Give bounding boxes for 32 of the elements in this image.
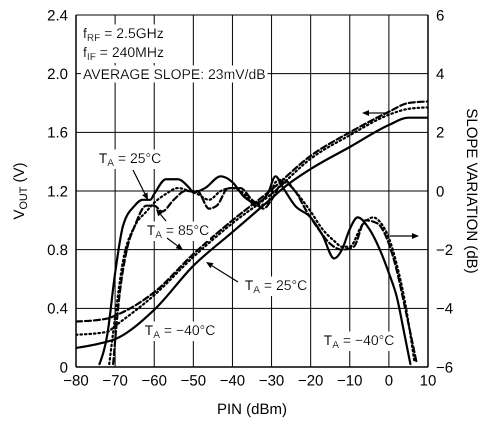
x-tick-label: 10 — [420, 372, 436, 390]
x-tick-label: −20 — [298, 372, 324, 390]
y2-tick-label: 2 — [436, 124, 444, 142]
y2-tick-label: 6 — [436, 7, 444, 24]
x-tick-label: −40 — [220, 372, 246, 390]
y-tick-label: 2.4 — [47, 7, 68, 24]
y2-tick-label: −4 — [436, 300, 454, 318]
x-tick-label: −60 — [141, 372, 167, 390]
annotation: f$_{RF}$ = 2.5GHz — [83, 25, 164, 44]
annotation: f$_{IF}$ = 240MHz — [83, 44, 164, 62]
x-tick-label: −10 — [337, 372, 363, 390]
y-tick-label: 1.2 — [47, 183, 68, 200]
y2-tick-label: −6 — [436, 359, 454, 376]
y2-tick-label: 0 — [436, 183, 444, 200]
y-tick-label: 2.0 — [47, 66, 68, 83]
y-tick-label: 0.4 — [47, 300, 68, 318]
annotation: T$_{A}$ = 85°C — [146, 222, 210, 240]
x-tick-label: −70 — [102, 372, 128, 390]
x-axis-title: PIN (dBm) — [216, 401, 288, 418]
annotation: AVERAGE SLOPE: 23mV/dB — [83, 66, 266, 82]
annotation: T$_{A}$ = −40°C — [324, 332, 394, 350]
y2-axis-title: SLOPE VARIATION (dB) — [463, 108, 480, 274]
annotation: T$_{A}$ = −40°C — [144, 322, 216, 340]
y2-tick-label: 4 — [436, 66, 444, 83]
y-tick-label: 1.6 — [47, 124, 68, 142]
x-tick-label: −30 — [258, 372, 284, 390]
annotation: T$_{A}$ = 25°C — [244, 277, 308, 296]
x-tick-label: −50 — [180, 372, 206, 390]
annotation: T$_{A}$ = 25°C — [98, 150, 162, 168]
x-tick-label: 0 — [384, 372, 394, 390]
y2-tick-label: −2 — [436, 242, 454, 259]
y-tick-label: 0.8 — [47, 242, 68, 259]
